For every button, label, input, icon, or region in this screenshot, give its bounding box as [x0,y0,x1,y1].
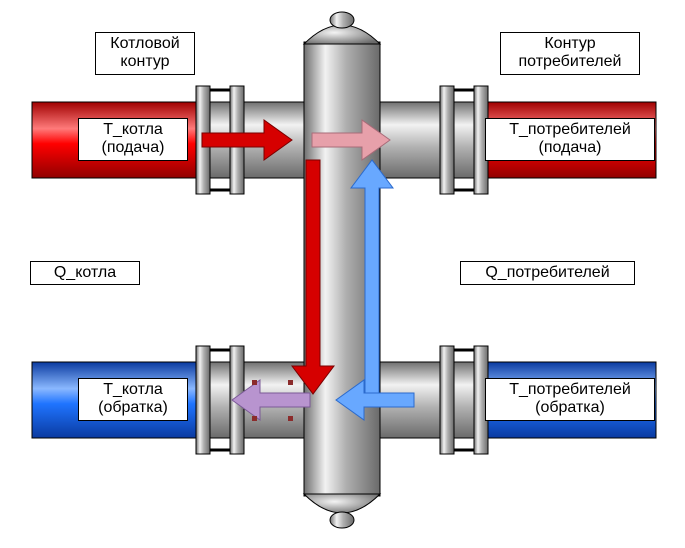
separator-bottom-dome [304,494,380,513]
label-t-boiler-supply: Т_котла (подача) [78,118,188,161]
label-t-consumer-supply: Т_потребителей (подача) [485,118,655,161]
diagram-stage: Котловой контур Контур потребителей Т_ко… [0,0,685,548]
separator-bottom-port [330,512,354,528]
label-q-consumer: Q_потребителей [460,261,635,285]
label-t-boiler-return: Т_котла (обратка) [78,378,188,421]
label-q-boiler: Q_котла [30,261,140,285]
nozzle-hot-right [380,102,474,178]
label-consumer-circuit: Контур потребителей [500,32,640,75]
label-t-consumer-return: Т_потребителей (обратка) [485,378,655,421]
separator-top-port [330,12,354,28]
label-boiler-circuit: Котловой контур [95,32,195,75]
